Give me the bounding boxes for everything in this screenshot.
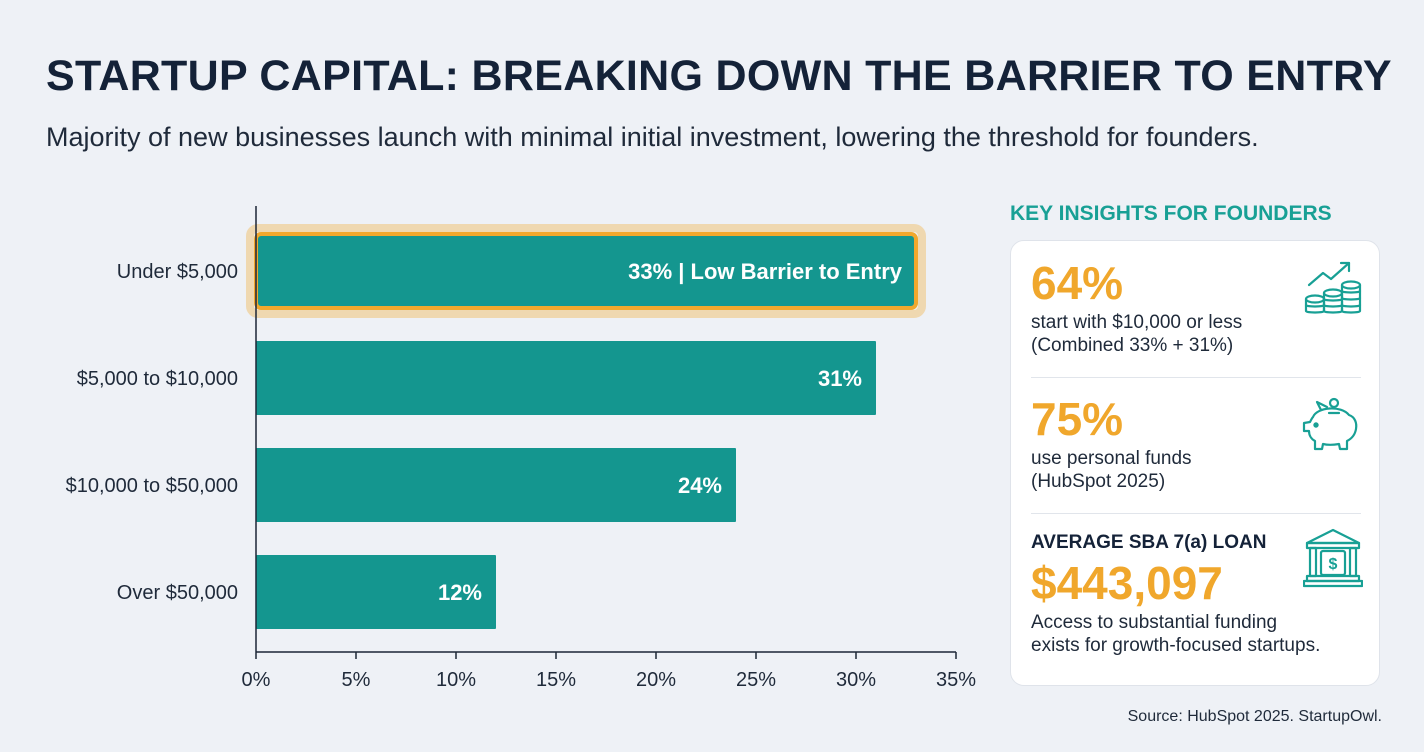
insight-value: 64% <box>1031 257 1124 309</box>
bar <box>256 555 496 629</box>
insight-card-personal-funds: 75% use personal funds (HubSpot 2025) <box>1031 391 1361 493</box>
insight-value: 75% <box>1031 393 1124 445</box>
bar-value-label: 33% | Low Barrier to Entry <box>628 259 903 284</box>
insight-card-personal-start: 64% start with $10,000 or less (Combined… <box>1031 255 1362 357</box>
category-label: $10,000 to $50,000 <box>66 475 238 497</box>
growth-coins-icon <box>1304 261 1362 314</box>
category-label: Over $50,000 <box>117 582 238 604</box>
x-tick-label: 25% <box>736 669 776 691</box>
bar-value-label: 24% <box>678 473 722 498</box>
x-tick-label: 10% <box>436 669 476 691</box>
chart-subtitle: Majority of new businesses launch with m… <box>46 122 1259 152</box>
bar-highlight-glow <box>246 224 926 318</box>
x-tick-label: 15% <box>536 669 576 691</box>
bank-icon: $ <box>1303 528 1363 588</box>
insight-label: AVERAGE SBA 7(a) LOAN <box>1031 532 1267 553</box>
category-label: Under $5,000 <box>117 261 238 283</box>
insight-divider <box>1031 377 1361 378</box>
x-tick-label: 35% <box>936 669 976 691</box>
x-tick-label: 0% <box>242 669 271 691</box>
bar <box>256 341 876 415</box>
insight-card-sba-loan: AVERAGE SBA 7(a) LOAN $443,097 Access to… <box>1031 527 1363 657</box>
insight-note: (HubSpot 2025) <box>1031 471 1166 492</box>
insights-heading: KEY INSIGHTS FOR FOUNDERS <box>1010 202 1332 225</box>
piggy-bank-icon <box>1302 397 1358 451</box>
category-label: $5,000 to $10,000 <box>77 368 238 390</box>
insight-description: Access to substantial funding <box>1031 612 1278 633</box>
x-tick-label: 30% <box>836 669 876 691</box>
insight-note: exists for growth-focused startups. <box>1031 635 1321 656</box>
insight-note: (Combined 33% + 31%) <box>1031 335 1234 356</box>
insight-description: start with $10,000 or less <box>1031 312 1243 333</box>
insight-value: $443,097 <box>1031 557 1223 609</box>
insight-divider <box>1031 513 1361 514</box>
chart-title: STARTUP CAPITAL: BREAKING DOWN THE BARRI… <box>46 52 1392 100</box>
insights-panel: 64% start with $10,000 or less (Combined… <box>1010 240 1380 686</box>
bar-value-label: 31% <box>818 366 862 391</box>
insight-description: use personal funds <box>1031 448 1192 469</box>
bar <box>256 448 736 522</box>
bar-chart: 33% | Low Barrier to Entry Under $5,000 31… <box>66 206 976 691</box>
source-note: Source: HubSpot 2025. StartupOwl. <box>1127 708 1382 725</box>
svg-text:$: $ <box>1329 556 1338 573</box>
x-tick-label: 20% <box>636 669 676 691</box>
x-tick-label: 5% <box>342 669 371 691</box>
bar-value-label: 12% <box>438 580 482 605</box>
